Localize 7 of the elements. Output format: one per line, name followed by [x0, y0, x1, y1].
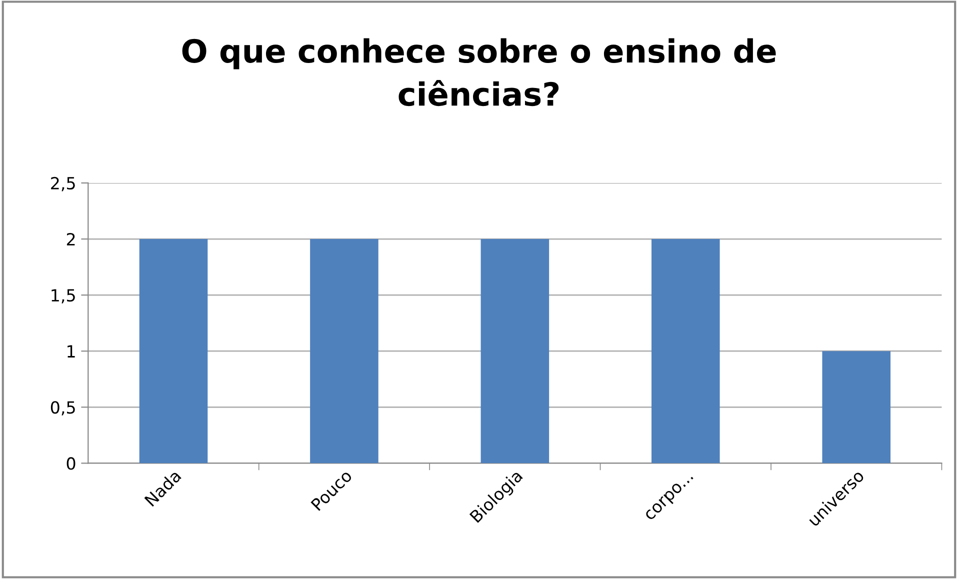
chart-title: O que conhece sobre o ensino de ciências?	[182, 38, 776, 106]
y-tick-label: 2,5	[51, 176, 75, 192]
y-tick-label: 1	[68, 345, 75, 358]
y-tick-label: 0,5	[50, 401, 75, 416]
y-tick-label: 2	[66, 232, 75, 246]
y-tick-label: 1,5	[52, 289, 75, 304]
y-tick-label: 0	[66, 457, 76, 470]
